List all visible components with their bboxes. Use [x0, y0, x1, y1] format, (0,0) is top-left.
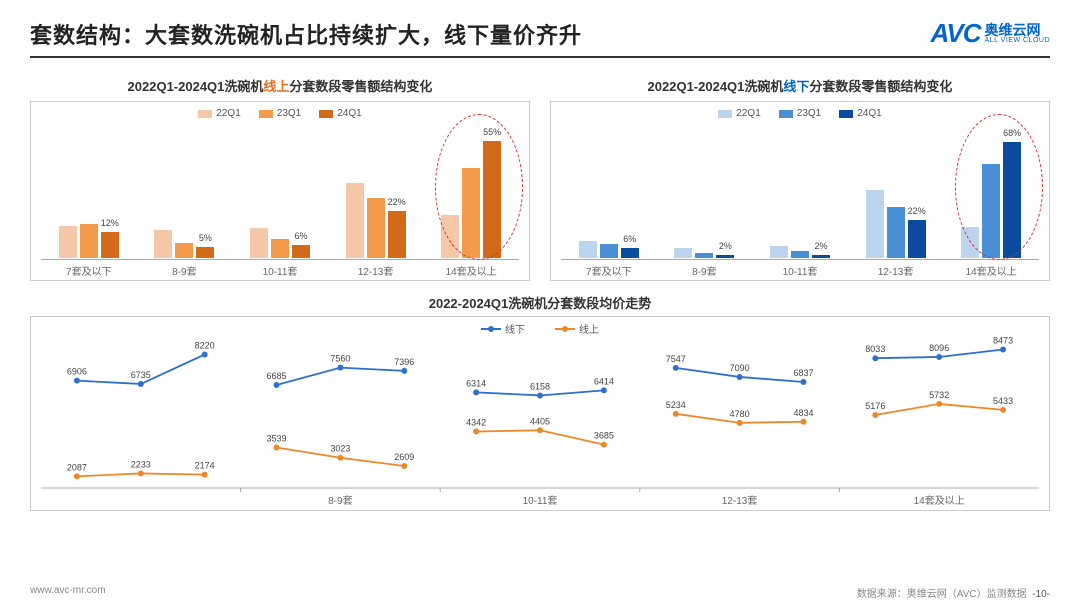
svg-text:6685: 6685: [267, 371, 287, 381]
page-title: 套数结构：大套数洗碗机占比持续扩大，线下量价齐升: [30, 18, 582, 50]
svg-text:3685: 3685: [594, 431, 614, 441]
svg-text:4780: 4780: [730, 409, 750, 419]
logo-en: ALL VIEW CLOUD: [985, 37, 1050, 44]
online-chart: 2022Q1-2024Q1洗碗机线上分套数段零售额结构变化 22Q123Q124…: [30, 76, 530, 281]
offline-bar-panel: 22Q123Q124Q16%2%2%22%68%7套及以下8-9套10-11套1…: [550, 101, 1050, 281]
svg-text:2233: 2233: [131, 459, 151, 469]
offline-chart: 2022Q1-2024Q1洗碗机线下分套数段零售额结构变化 22Q123Q124…: [550, 76, 1050, 281]
logo: AVC 奥维云网 ALL VIEW CLOUD: [931, 18, 1050, 49]
svg-text:4342: 4342: [466, 418, 486, 428]
svg-text:8473: 8473: [993, 335, 1013, 345]
line-chart-title: 2022-2024Q1洗碗机分套数段均价走势: [30, 293, 1050, 312]
footer-source: 数据来源：奥维云网（AVC）监测数据 -10-: [857, 585, 1050, 600]
svg-text:4405: 4405: [530, 416, 550, 426]
logo-mark: AVC: [931, 18, 981, 49]
svg-text:8033: 8033: [865, 344, 885, 354]
online-chart-title: 2022Q1-2024Q1洗碗机线上分套数段零售额结构变化: [30, 76, 530, 95]
svg-text:7396: 7396: [394, 357, 414, 367]
header: 套数结构：大套数洗碗机占比持续扩大，线下量价齐升 AVC 奥维云网 ALL VI…: [30, 18, 1050, 58]
svg-text:7560: 7560: [330, 354, 350, 364]
svg-text:7547: 7547: [666, 354, 686, 364]
svg-text:4834: 4834: [793, 408, 813, 418]
svg-text:8-9套: 8-9套: [328, 494, 352, 507]
svg-text:7090: 7090: [730, 363, 750, 373]
footer: www.avc-mr.com 数据来源：奥维云网（AVC）监测数据 -10-: [30, 585, 1050, 600]
svg-text:2087: 2087: [67, 462, 87, 472]
svg-text:6735: 6735: [131, 370, 151, 380]
svg-text:2174: 2174: [195, 461, 215, 471]
svg-text:8220: 8220: [195, 340, 215, 350]
online-bar-panel: 22Q123Q124Q112%5%6%22%55%7套及以下8-9套10-11套…: [30, 101, 530, 281]
svg-text:6158: 6158: [530, 381, 550, 391]
svg-text:6837: 6837: [793, 368, 813, 378]
svg-text:12-13套: 12-13套: [722, 494, 758, 507]
svg-text:6314: 6314: [466, 378, 486, 388]
svg-text:5176: 5176: [865, 401, 885, 411]
bar-charts-row: 2022Q1-2024Q1洗碗机线上分套数段零售额结构变化 22Q123Q124…: [30, 76, 1050, 281]
svg-text:6906: 6906: [67, 367, 87, 377]
page-number: -10-: [1032, 589, 1050, 600]
svg-text:5234: 5234: [666, 400, 686, 410]
svg-text:8096: 8096: [929, 343, 949, 353]
slide-page: 套数结构：大套数洗碗机占比持续扩大，线下量价齐升 AVC 奥维云网 ALL VI…: [0, 0, 1080, 608]
svg-text:10-11套: 10-11套: [523, 494, 558, 507]
svg-text:3539: 3539: [267, 433, 287, 443]
line-chart-panel: 6906 6735 8220 2087 2233 2174 6685 7560 7396 3539…: [30, 316, 1050, 511]
svg-text:3023: 3023: [330, 444, 350, 454]
offline-chart-title: 2022Q1-2024Q1洗碗机线下分套数段零售额结构变化: [550, 76, 1050, 95]
footer-url: www.avc-mr.com: [30, 585, 106, 600]
svg-text:5433: 5433: [993, 396, 1013, 406]
svg-text:2609: 2609: [394, 452, 414, 462]
logo-cn: 奥维云网: [985, 23, 1050, 37]
svg-text:5732: 5732: [929, 390, 949, 400]
svg-text:6414: 6414: [594, 376, 614, 386]
svg-text:14套及以上: 14套及以上: [914, 494, 965, 507]
